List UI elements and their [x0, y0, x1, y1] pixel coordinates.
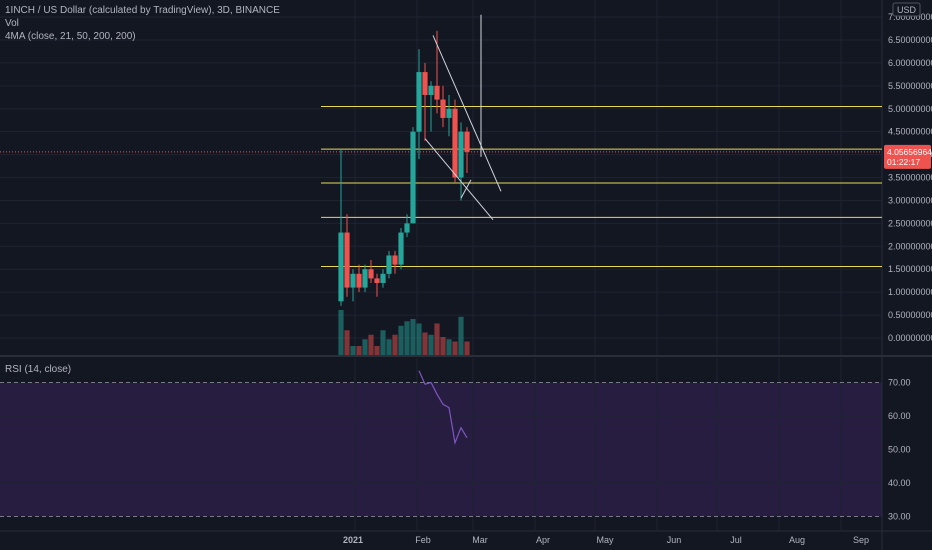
volume-bar	[338, 310, 344, 355]
price-tick-label: 7.00000000	[888, 12, 932, 22]
candle-body	[398, 232, 404, 265]
rsi-tick-label: 60.00	[888, 411, 911, 421]
volume-bar	[452, 341, 458, 355]
volume-bar	[464, 341, 470, 355]
rsi-tick-label: 30.00	[888, 512, 911, 522]
currency-badge-text: USD	[897, 5, 917, 15]
price-tick-label: 0.50000000	[888, 310, 932, 320]
time-tick-label: Mar	[472, 535, 488, 545]
candle-body	[434, 85, 440, 100]
price-tick-label: 2.00000000	[888, 241, 932, 251]
candle-body	[362, 269, 368, 288]
candle-body	[386, 255, 392, 274]
price-tick-label: 5.50000000	[888, 81, 932, 91]
candle-body	[338, 232, 344, 302]
price-tick-label: 6.50000000	[888, 35, 932, 45]
ma-label: 4MA (close, 21, 50, 200, 200)	[5, 31, 136, 42]
candle-body	[446, 108, 452, 118]
volume-bar	[380, 330, 386, 355]
volume-bar	[458, 316, 464, 355]
candle-body	[458, 131, 464, 178]
volume-bar	[446, 339, 452, 355]
time-tick-label: Feb	[415, 535, 431, 545]
candle-body	[380, 273, 386, 283]
candle-body	[416, 72, 422, 132]
rsi-tick-label: 40.00	[888, 478, 911, 488]
volume-label: Vol	[5, 18, 19, 29]
price-tick-label: 3.00000000	[888, 195, 932, 205]
volume-bar	[434, 323, 440, 355]
volume-bar	[422, 332, 428, 355]
candle-body	[464, 131, 470, 152]
candle-body	[404, 223, 410, 233]
volume-bar	[440, 337, 446, 355]
volume-bar	[410, 319, 416, 355]
rsi-label: RSI (14, close)	[5, 364, 72, 375]
price-tick-label: 3.50000000	[888, 173, 932, 183]
volume-bar	[350, 346, 356, 355]
price-tick-label: 1.50000000	[888, 264, 932, 274]
trend-line	[432, 35, 502, 192]
volume-bar	[416, 323, 422, 355]
volume-bar	[404, 321, 410, 355]
volume-bar	[428, 334, 434, 355]
trend-line	[424, 138, 494, 221]
last-price-badge	[884, 144, 931, 169]
candle-body	[374, 278, 380, 283]
time-tick-label: Sep	[853, 535, 869, 545]
price-tick-label: 0.00000000	[888, 333, 932, 343]
countdown-text: 01:22:17	[887, 157, 920, 167]
price-tick-label: 4.50000000	[888, 127, 932, 137]
rsi-tick-label: 70.00	[888, 378, 911, 388]
price-tick-label: 5.00000000	[888, 104, 932, 114]
candle-body	[410, 131, 416, 224]
rsi-tick-label: 50.00	[888, 445, 911, 455]
candle-body	[452, 108, 458, 178]
volume-bar	[356, 346, 362, 355]
candle-body	[344, 232, 350, 288]
candle-body	[440, 99, 446, 118]
last-price-text: 4.05656964	[887, 147, 932, 157]
time-tick-label: Apr	[536, 535, 550, 545]
volume-bar	[386, 339, 392, 355]
rsi-line	[418, 370, 468, 446]
time-tick-label: Aug	[789, 535, 805, 545]
candle-body	[422, 72, 428, 95]
price-tick-label: 6.00000000	[888, 58, 932, 68]
candle-body	[368, 269, 374, 279]
candle-body	[356, 273, 362, 288]
time-tick-label: Jul	[730, 535, 742, 545]
time-tick-label: 2021	[343, 535, 363, 545]
price-tick-label: 1.00000000	[888, 287, 932, 297]
volume-bar	[398, 325, 404, 355]
candle-body	[428, 85, 434, 95]
chart-title: 1INCH / US Dollar (calculated by Trading…	[5, 5, 280, 16]
volume-bar	[374, 346, 380, 355]
price-tick-label: 2.50000000	[888, 218, 932, 228]
volume-bar	[368, 334, 374, 355]
time-tick-label: May	[596, 535, 614, 545]
candle-body	[392, 255, 398, 265]
volume-bar	[362, 339, 368, 355]
volume-bar	[344, 330, 350, 355]
trend-line	[460, 179, 472, 199]
currency-badge	[892, 2, 921, 17]
volume-bar	[392, 334, 398, 355]
candle-body	[350, 273, 356, 288]
time-tick-label: Jun	[667, 535, 682, 545]
